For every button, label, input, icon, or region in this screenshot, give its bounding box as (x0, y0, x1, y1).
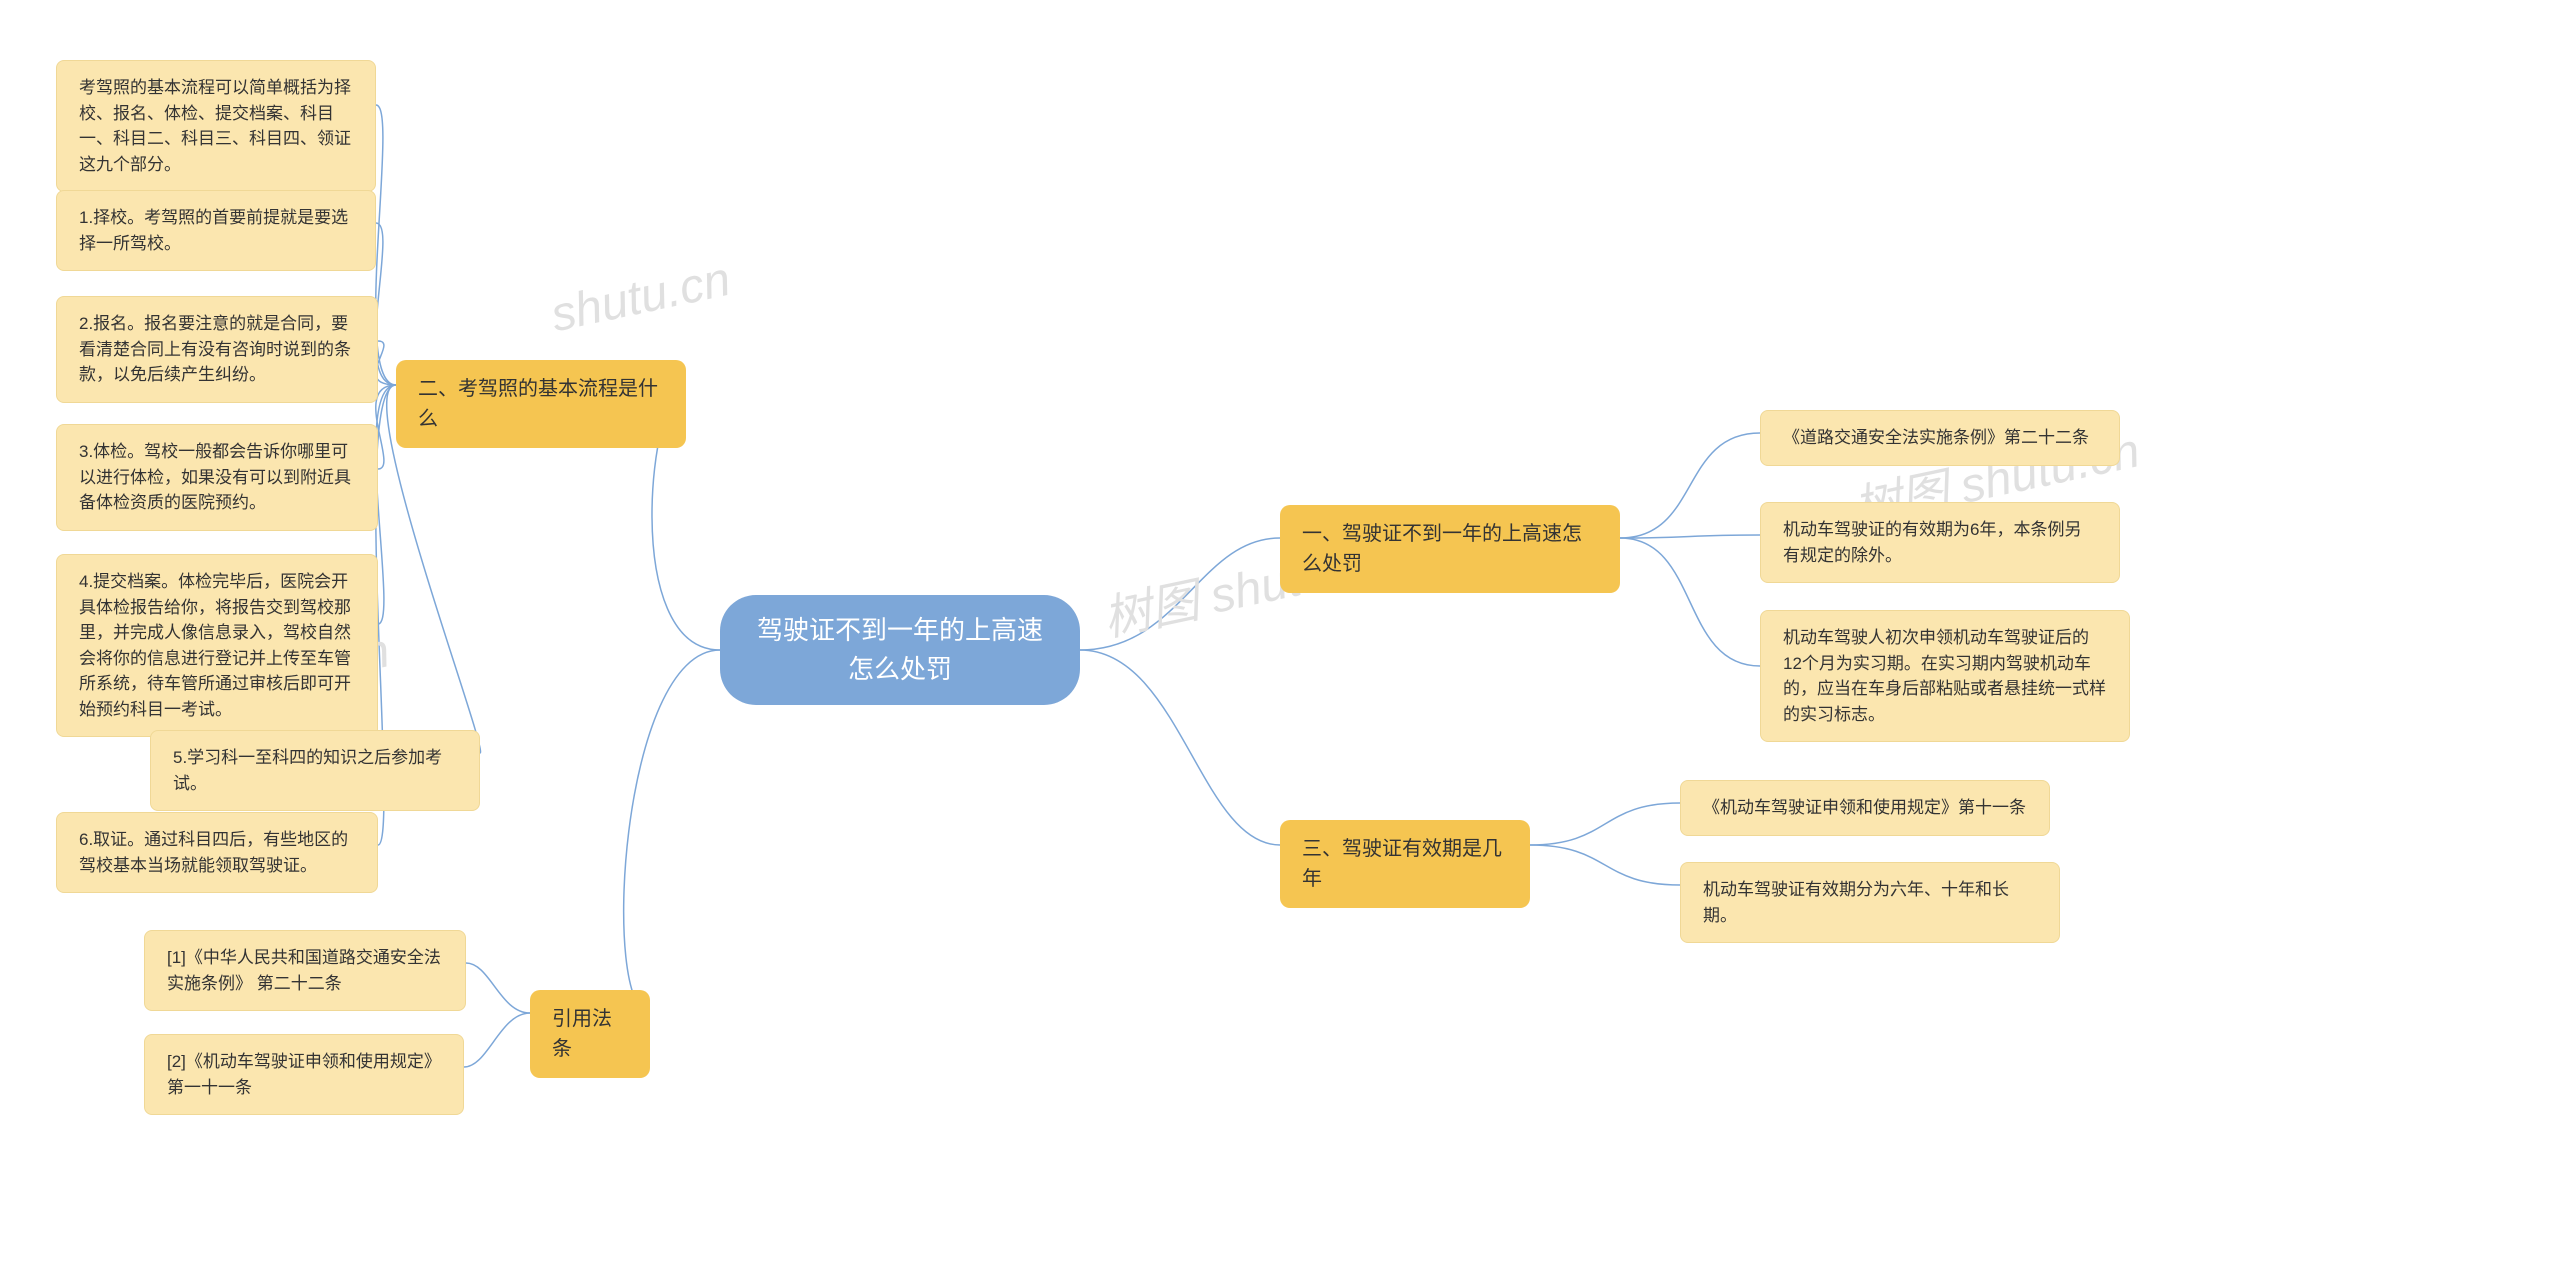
leaf-b1-1: 机动车驾驶证的有效期为6年，本条例另有规定的除外。 (1760, 502, 2120, 583)
branch-4-label: 引用法条 (552, 1004, 628, 1064)
leaf-label: [1]《中华人民共和国道路交通安全法实施条例》 第二十二条 (167, 945, 443, 996)
leaf-label: 《机动车驾驶证申领和使用规定》第十一条 (1703, 795, 2026, 821)
center-node: 驾驶证不到一年的上高速怎么处罚 (720, 595, 1080, 705)
leaf-b2-5: 5.学习科一至科四的知识之后参加考试。 (150, 730, 480, 811)
leaf-b1-2: 机动车驾驶人初次申领机动车驾驶证后的12个月为实习期。在实习期内驾驶机动车的，应… (1760, 610, 2130, 742)
leaf-b2-0: 考驾照的基本流程可以简单概括为择校、报名、体检、提交档案、科目一、科目二、科目三… (56, 60, 376, 192)
leaf-label: 机动车驾驶证的有效期为6年，本条例另有规定的除外。 (1783, 517, 2097, 568)
branch-1-label: 一、驾驶证不到一年的上高速怎么处罚 (1302, 519, 1598, 579)
branch-3-label: 三、驾驶证有效期是几年 (1302, 834, 1508, 894)
leaf-b2-1: 1.择校。考驾照的首要前提就是要选择一所驾校。 (56, 190, 376, 271)
leaf-label: 机动车驾驶证有效期分为六年、十年和长期。 (1703, 877, 2037, 928)
leaf-b2-4: 4.提交档案。体检完毕后，医院会开具体检报告给你，将报告交到驾校那里，并完成人像… (56, 554, 378, 737)
branch-3: 三、驾驶证有效期是几年 (1280, 820, 1530, 908)
leaf-label: 5.学习科一至科四的知识之后参加考试。 (173, 745, 457, 796)
branch-2-label: 二、考驾照的基本流程是什么 (418, 374, 664, 434)
leaf-label: 《道路交通安全法实施条例》第二十二条 (1783, 425, 2089, 451)
branch-4: 引用法条 (530, 990, 650, 1078)
leaf-label: [2]《机动车驾驶证申领和使用规定》 第一十一条 (167, 1049, 441, 1100)
leaf-label: 机动车驾驶人初次申领机动车驾驶证后的12个月为实习期。在实习期内驾驶机动车的，应… (1783, 625, 2107, 727)
watermark: shutu.cn (546, 252, 735, 344)
leaf-label: 6.取证。通过科目四后，有些地区的驾校基本当场就能领取驾驶证。 (79, 827, 355, 878)
leaf-label: 4.提交档案。体检完毕后，医院会开具体检报告给你，将报告交到驾校那里，并完成人像… (79, 569, 355, 722)
branch-2: 二、考驾照的基本流程是什么 (396, 360, 686, 448)
leaf-b4-0: [1]《中华人民共和国道路交通安全法实施条例》 第二十二条 (144, 930, 466, 1011)
leaf-label: 2.报名。报名要注意的就是合同，要看清楚合同上有没有咨询时说到的条款，以免后续产… (79, 311, 355, 388)
branch-1: 一、驾驶证不到一年的上高速怎么处罚 (1280, 505, 1620, 593)
leaf-b2-3: 3.体检。驾校一般都会告诉你哪里可以进行体检，如果没有可以到附近具备体检资质的医… (56, 424, 378, 531)
leaf-b2-2: 2.报名。报名要注意的就是合同，要看清楚合同上有没有咨询时说到的条款，以免后续产… (56, 296, 378, 403)
leaf-label: 3.体检。驾校一般都会告诉你哪里可以进行体检，如果没有可以到附近具备体检资质的医… (79, 439, 355, 516)
leaf-b3-0: 《机动车驾驶证申领和使用规定》第十一条 (1680, 780, 2050, 836)
leaf-b4-1: [2]《机动车驾驶证申领和使用规定》 第一十一条 (144, 1034, 464, 1115)
leaf-label: 1.择校。考驾照的首要前提就是要选择一所驾校。 (79, 205, 353, 256)
leaf-b3-1: 机动车驾驶证有效期分为六年、十年和长期。 (1680, 862, 2060, 943)
center-label: 驾驶证不到一年的上高速怎么处罚 (750, 611, 1050, 689)
leaf-b1-0: 《道路交通安全法实施条例》第二十二条 (1760, 410, 2120, 466)
leaf-label: 考驾照的基本流程可以简单概括为择校、报名、体检、提交档案、科目一、科目二、科目三… (79, 75, 353, 177)
leaf-b2-6: 6.取证。通过科目四后，有些地区的驾校基本当场就能领取驾驶证。 (56, 812, 378, 893)
